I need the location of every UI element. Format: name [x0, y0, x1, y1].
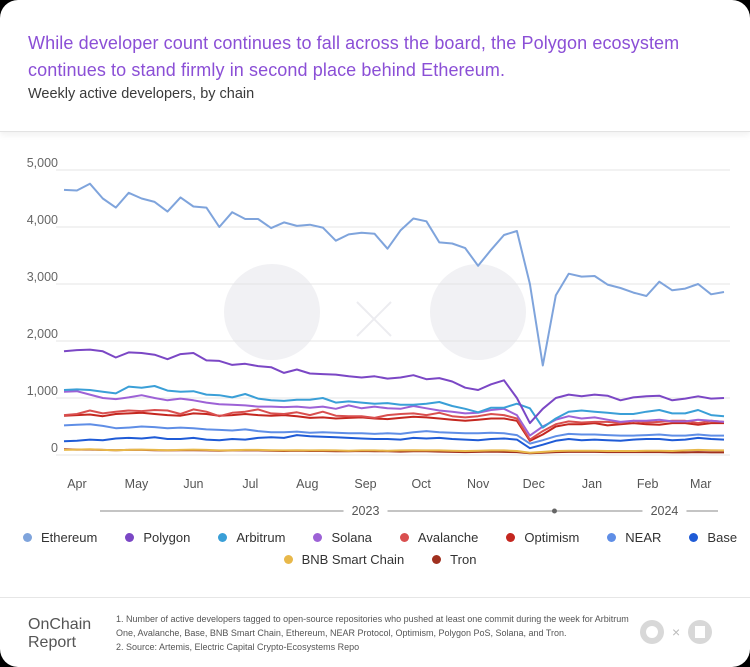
x-tick-label: Apr	[67, 477, 86, 491]
series-line-optimism	[63, 411, 724, 442]
legend-dot-icon	[22, 533, 32, 542]
x-tick-label: Oct	[411, 477, 431, 491]
series-line-avalanche	[63, 408, 725, 441]
onchain-logo-icon	[640, 620, 664, 644]
series-line-near	[63, 423, 724, 445]
legend-label: BNB Smart Chain	[301, 552, 405, 567]
legend-item-near: NEAR	[607, 530, 661, 545]
year-divider-dot	[551, 508, 557, 514]
watermark-a-icon	[430, 264, 526, 360]
legend-dot-icon	[313, 533, 323, 542]
x-tick-label: Jun	[183, 477, 203, 491]
footnote-2: 2. Source: Artemis, Electric Capital Cry…	[116, 642, 360, 652]
legend-dot-icon	[218, 533, 228, 542]
series-line-arbitrum	[63, 385, 725, 429]
footnotes: 1. Number of active developers tagged to…	[116, 612, 636, 654]
footer: OnChain Report 1. Number of active devel…	[0, 597, 750, 667]
header: While developer count continues to fall …	[0, 0, 750, 132]
legend-label: Tron	[450, 552, 477, 567]
x-tick-label: Mar	[690, 477, 712, 491]
legend: Ethereum Polygon Arbitrum Solana Avalanche Op…	[22, 530, 737, 574]
legend-item-polygon: Polygon	[125, 530, 190, 545]
legend-item-optimism: Optimism	[506, 530, 579, 545]
watermark-cross-icon	[356, 301, 392, 337]
legend-label: Optimism	[524, 530, 580, 545]
logos: ×	[640, 620, 713, 644]
chart-title: While developer count continues to fall …	[28, 33, 680, 80]
legend-item-base: Base	[689, 530, 737, 545]
legend-item-tron: Tron	[432, 552, 476, 567]
x-tick-label: Dec	[523, 477, 545, 491]
brand-name: OnChain Report	[28, 616, 92, 651]
x-tick-label: May	[125, 477, 149, 491]
series-line-ethereum	[63, 182, 725, 367]
legend-item-bnb-smart-chain: BNB Smart Chain	[283, 552, 405, 567]
legend-dot-icon	[125, 533, 135, 542]
legend-row: Ethereum Polygon Arbitrum Solana Avalanche Op…	[22, 530, 737, 545]
x-tick-label: Feb	[637, 477, 659, 491]
x-tick-label: Nov	[467, 477, 490, 491]
chart-subtitle: Weekly active developers, by chain	[28, 86, 255, 102]
year-label: 2024	[651, 504, 679, 518]
x-tick-label: Jan	[582, 477, 602, 491]
legend-dot-icon	[432, 555, 442, 564]
legend-item-ethereum: Ethereum	[22, 530, 98, 545]
line-chart: 0 1,000 2,000 3,000 4,000 5,000 Apr May Jun Jul Au…	[27, 156, 730, 518]
legend-label: Base	[707, 530, 738, 545]
series-line-base	[63, 434, 725, 450]
legend-label: NEAR	[625, 530, 662, 545]
y-tick-label: 5,000	[27, 156, 58, 170]
x-tick-label: Aug	[296, 477, 318, 491]
legend-label: Polygon	[143, 530, 191, 545]
y-tick-label: 1,000	[27, 384, 58, 398]
y-tick-label: 0	[51, 441, 58, 455]
legend-label: Ethereum	[40, 530, 98, 545]
legend-dot-icon	[399, 533, 409, 542]
year-label: 2023	[352, 504, 380, 518]
series-line-solana	[63, 390, 725, 437]
y-tick-label: 3,000	[27, 270, 58, 284]
legend-label: Solana	[331, 530, 372, 545]
artemis-logo-icon	[688, 620, 713, 644]
legend-label: Avalanche	[417, 530, 479, 545]
y-tick-label: 2,000	[27, 327, 58, 341]
legend-item-arbitrum: Arbitrum	[218, 530, 285, 545]
cross-icon: ×	[672, 624, 681, 640]
legend-dot-icon	[506, 533, 516, 542]
series-line-bnb-smart-chain	[63, 448, 725, 454]
legend-label: Arbitrum	[236, 530, 286, 545]
series-line-polygon	[63, 348, 725, 425]
y-tick-label: 4,000	[27, 213, 58, 227]
footnote-1: 1. Number of active developers tagged to…	[116, 614, 629, 638]
watermark-q-icon	[224, 264, 320, 360]
legend-dot-icon	[283, 555, 293, 564]
legend-dot-icon	[607, 533, 617, 542]
legend-item-avalanche: Avalanche	[399, 530, 479, 545]
legend-dot-icon	[689, 533, 699, 542]
legend-item-solana: Solana	[313, 530, 372, 545]
x-tick-label: Sep	[354, 477, 376, 491]
legend-row: BNB Smart Chain Tron	[30, 552, 730, 567]
x-tick-label: Jul	[242, 477, 258, 491]
